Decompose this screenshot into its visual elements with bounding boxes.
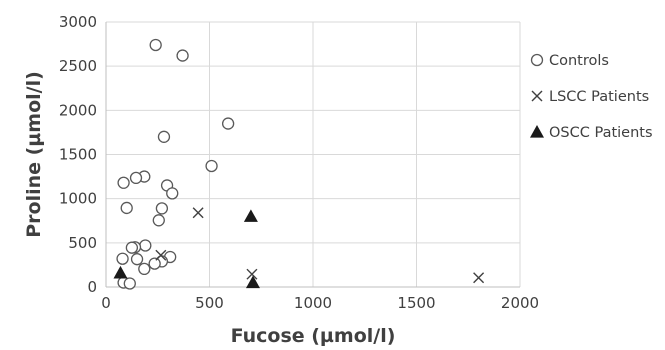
y-tick-label: 500	[68, 234, 97, 252]
legend-marker	[530, 53, 544, 67]
y-tick-label: 3000	[59, 13, 97, 31]
data-point	[148, 257, 161, 270]
y-tick-label: 1500	[59, 146, 97, 164]
series-lscc-patients	[155, 207, 485, 284]
data-point	[123, 277, 136, 290]
data-point	[138, 262, 151, 276]
legend-marker	[530, 125, 544, 138]
data-point	[113, 265, 128, 279]
legend-label: OSCC Patients	[549, 125, 653, 141]
data-point	[125, 241, 139, 254]
legend-item: OSCC Patients	[530, 125, 653, 141]
y-tick-label: 2500	[59, 57, 97, 75]
x-tick-label: 1000	[294, 294, 332, 312]
data-point	[129, 171, 143, 185]
x-axis-title: Fucose (µmol/l)	[231, 325, 396, 347]
y-tick-label: 0	[87, 278, 97, 296]
series-controls	[116, 38, 235, 290]
x-tick-label: 0	[101, 294, 111, 312]
data-point	[176, 49, 189, 62]
legend-label: LSCC Patients	[549, 89, 649, 105]
axes	[105, 22, 520, 288]
data-point	[166, 187, 179, 200]
grid	[106, 21, 521, 287]
data-point	[473, 272, 485, 284]
data-point	[155, 202, 169, 215]
x-tick-label: 500	[195, 294, 224, 312]
legend-item: Controls	[530, 53, 609, 69]
legend-label: Controls	[549, 53, 609, 69]
y-axis-title: Proline (µmol/l)	[23, 71, 45, 238]
y-tick-label: 2000	[59, 101, 97, 119]
data-point	[205, 159, 218, 173]
tick-labels: 0 500 1000 1500 2000 2500 3000 0 500 1000 1500 2000	[59, 13, 539, 312]
legend-marker	[531, 90, 543, 102]
data-point	[246, 268, 258, 280]
y-tick-label: 1000	[59, 190, 97, 208]
series-oscc-patients	[113, 209, 260, 289]
data-point	[149, 38, 162, 52]
data-point	[243, 209, 258, 222]
x-tick-label: 2000	[501, 294, 539, 312]
data-point	[130, 253, 144, 266]
legend: Controls LSCC Patients OSCC Patients	[530, 53, 653, 141]
x-tick-label: 1500	[397, 294, 435, 312]
legend-item: LSCC Patients	[531, 89, 649, 105]
data-point	[139, 239, 152, 252]
data-point	[152, 214, 165, 227]
data-points	[113, 38, 485, 290]
data-point	[245, 275, 260, 289]
data-point	[157, 130, 171, 143]
data-point	[117, 176, 130, 189]
data-point	[116, 252, 129, 265]
data-point	[155, 249, 167, 261]
data-point	[192, 207, 204, 219]
data-point	[120, 201, 133, 215]
data-point	[221, 117, 235, 130]
